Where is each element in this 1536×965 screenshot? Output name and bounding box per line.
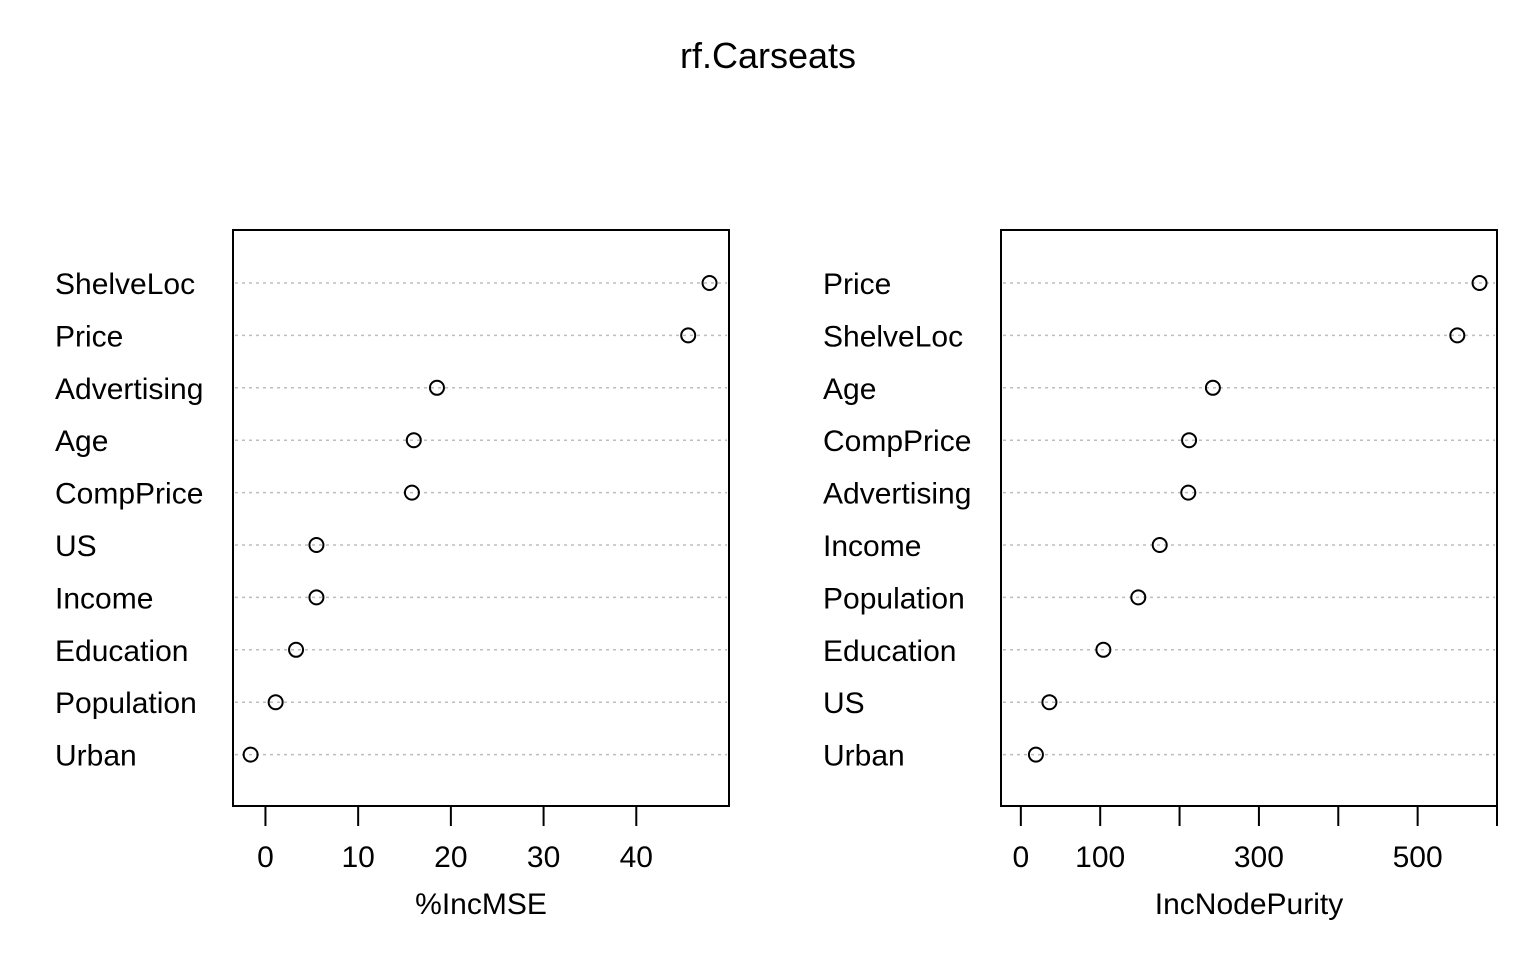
panel-2-point <box>1471 275 1488 291</box>
panel-1-x-axis-title: %IncMSE <box>415 888 547 921</box>
panel-2-frame <box>1000 229 1498 807</box>
panel-2-category-label: Advertising <box>823 478 971 511</box>
panel-2-category-label: CompPrice <box>823 425 971 458</box>
panel-1-category-label: Education <box>55 635 188 668</box>
panel-1-category-label: CompPrice <box>55 478 203 511</box>
panel-2-category-label: Age <box>823 373 876 406</box>
panel-2-point <box>1027 746 1044 763</box>
panel-1-category-label: Population <box>55 687 197 720</box>
panel-1-point <box>428 379 445 396</box>
panel-1-point <box>403 484 420 501</box>
panel-1-x-tick-label: 0 <box>257 841 274 874</box>
panel-1-point <box>701 275 718 291</box>
panel-1-point <box>308 537 325 553</box>
panel-2-x-tick-label: 500 <box>1393 841 1443 874</box>
panel-1-point <box>405 432 422 449</box>
panel-2-category-label: ShelveLoc <box>823 320 963 353</box>
panel-1-point <box>308 589 325 606</box>
panel-1-point <box>288 641 305 658</box>
panel-2-category-label: Income <box>823 530 921 563</box>
panel-2-category-label: Education <box>823 635 956 668</box>
panel-1-x-tick-label: 30 <box>527 841 560 874</box>
chart-title: rf.Carseats <box>680 35 856 76</box>
panel-2-point <box>1130 589 1147 606</box>
panel-2-point <box>1095 641 1112 658</box>
panel-1-category-label: Income <box>55 582 153 615</box>
panel-2-x-tick-label: 300 <box>1234 841 1284 874</box>
panel-1-point <box>680 327 697 344</box>
panel-1-frame <box>232 229 730 807</box>
panel-1-category-label: US <box>55 530 97 563</box>
panel-2-category-label: Price <box>823 268 891 301</box>
panel-2-point <box>1204 379 1221 396</box>
panel-2-x-axis-title: IncNodePurity <box>1155 888 1343 921</box>
panel-2-category-label: US <box>823 687 865 720</box>
panel-1-point <box>267 694 284 711</box>
panel-1-x-tick-label: 20 <box>434 841 467 874</box>
panel-2-point <box>1041 694 1058 711</box>
panel-2-point <box>1180 484 1197 501</box>
panel-2-category-label: Population <box>823 582 965 615</box>
panel-2-point <box>1449 327 1466 344</box>
panel-2-point <box>1151 537 1168 553</box>
panel-1-category-label: Advertising <box>55 373 203 406</box>
panel-1-category-label: Urban <box>55 740 137 773</box>
panel-1-point <box>242 746 259 763</box>
panel-2-x-tick-label: 0 <box>1012 841 1029 874</box>
panel-1-x-tick-label: 10 <box>341 841 374 874</box>
panel-1-category-label: Age <box>55 425 108 458</box>
panel-1-x-tick-label: 40 <box>620 841 653 874</box>
panel-1-category-label: ShelveLoc <box>55 268 195 301</box>
panel-2-x-tick-label: 100 <box>1075 841 1125 874</box>
panel-2-point <box>1181 432 1198 449</box>
panel-1-category-label: Price <box>55 320 123 353</box>
panel-2-category-label: Urban <box>823 740 905 773</box>
